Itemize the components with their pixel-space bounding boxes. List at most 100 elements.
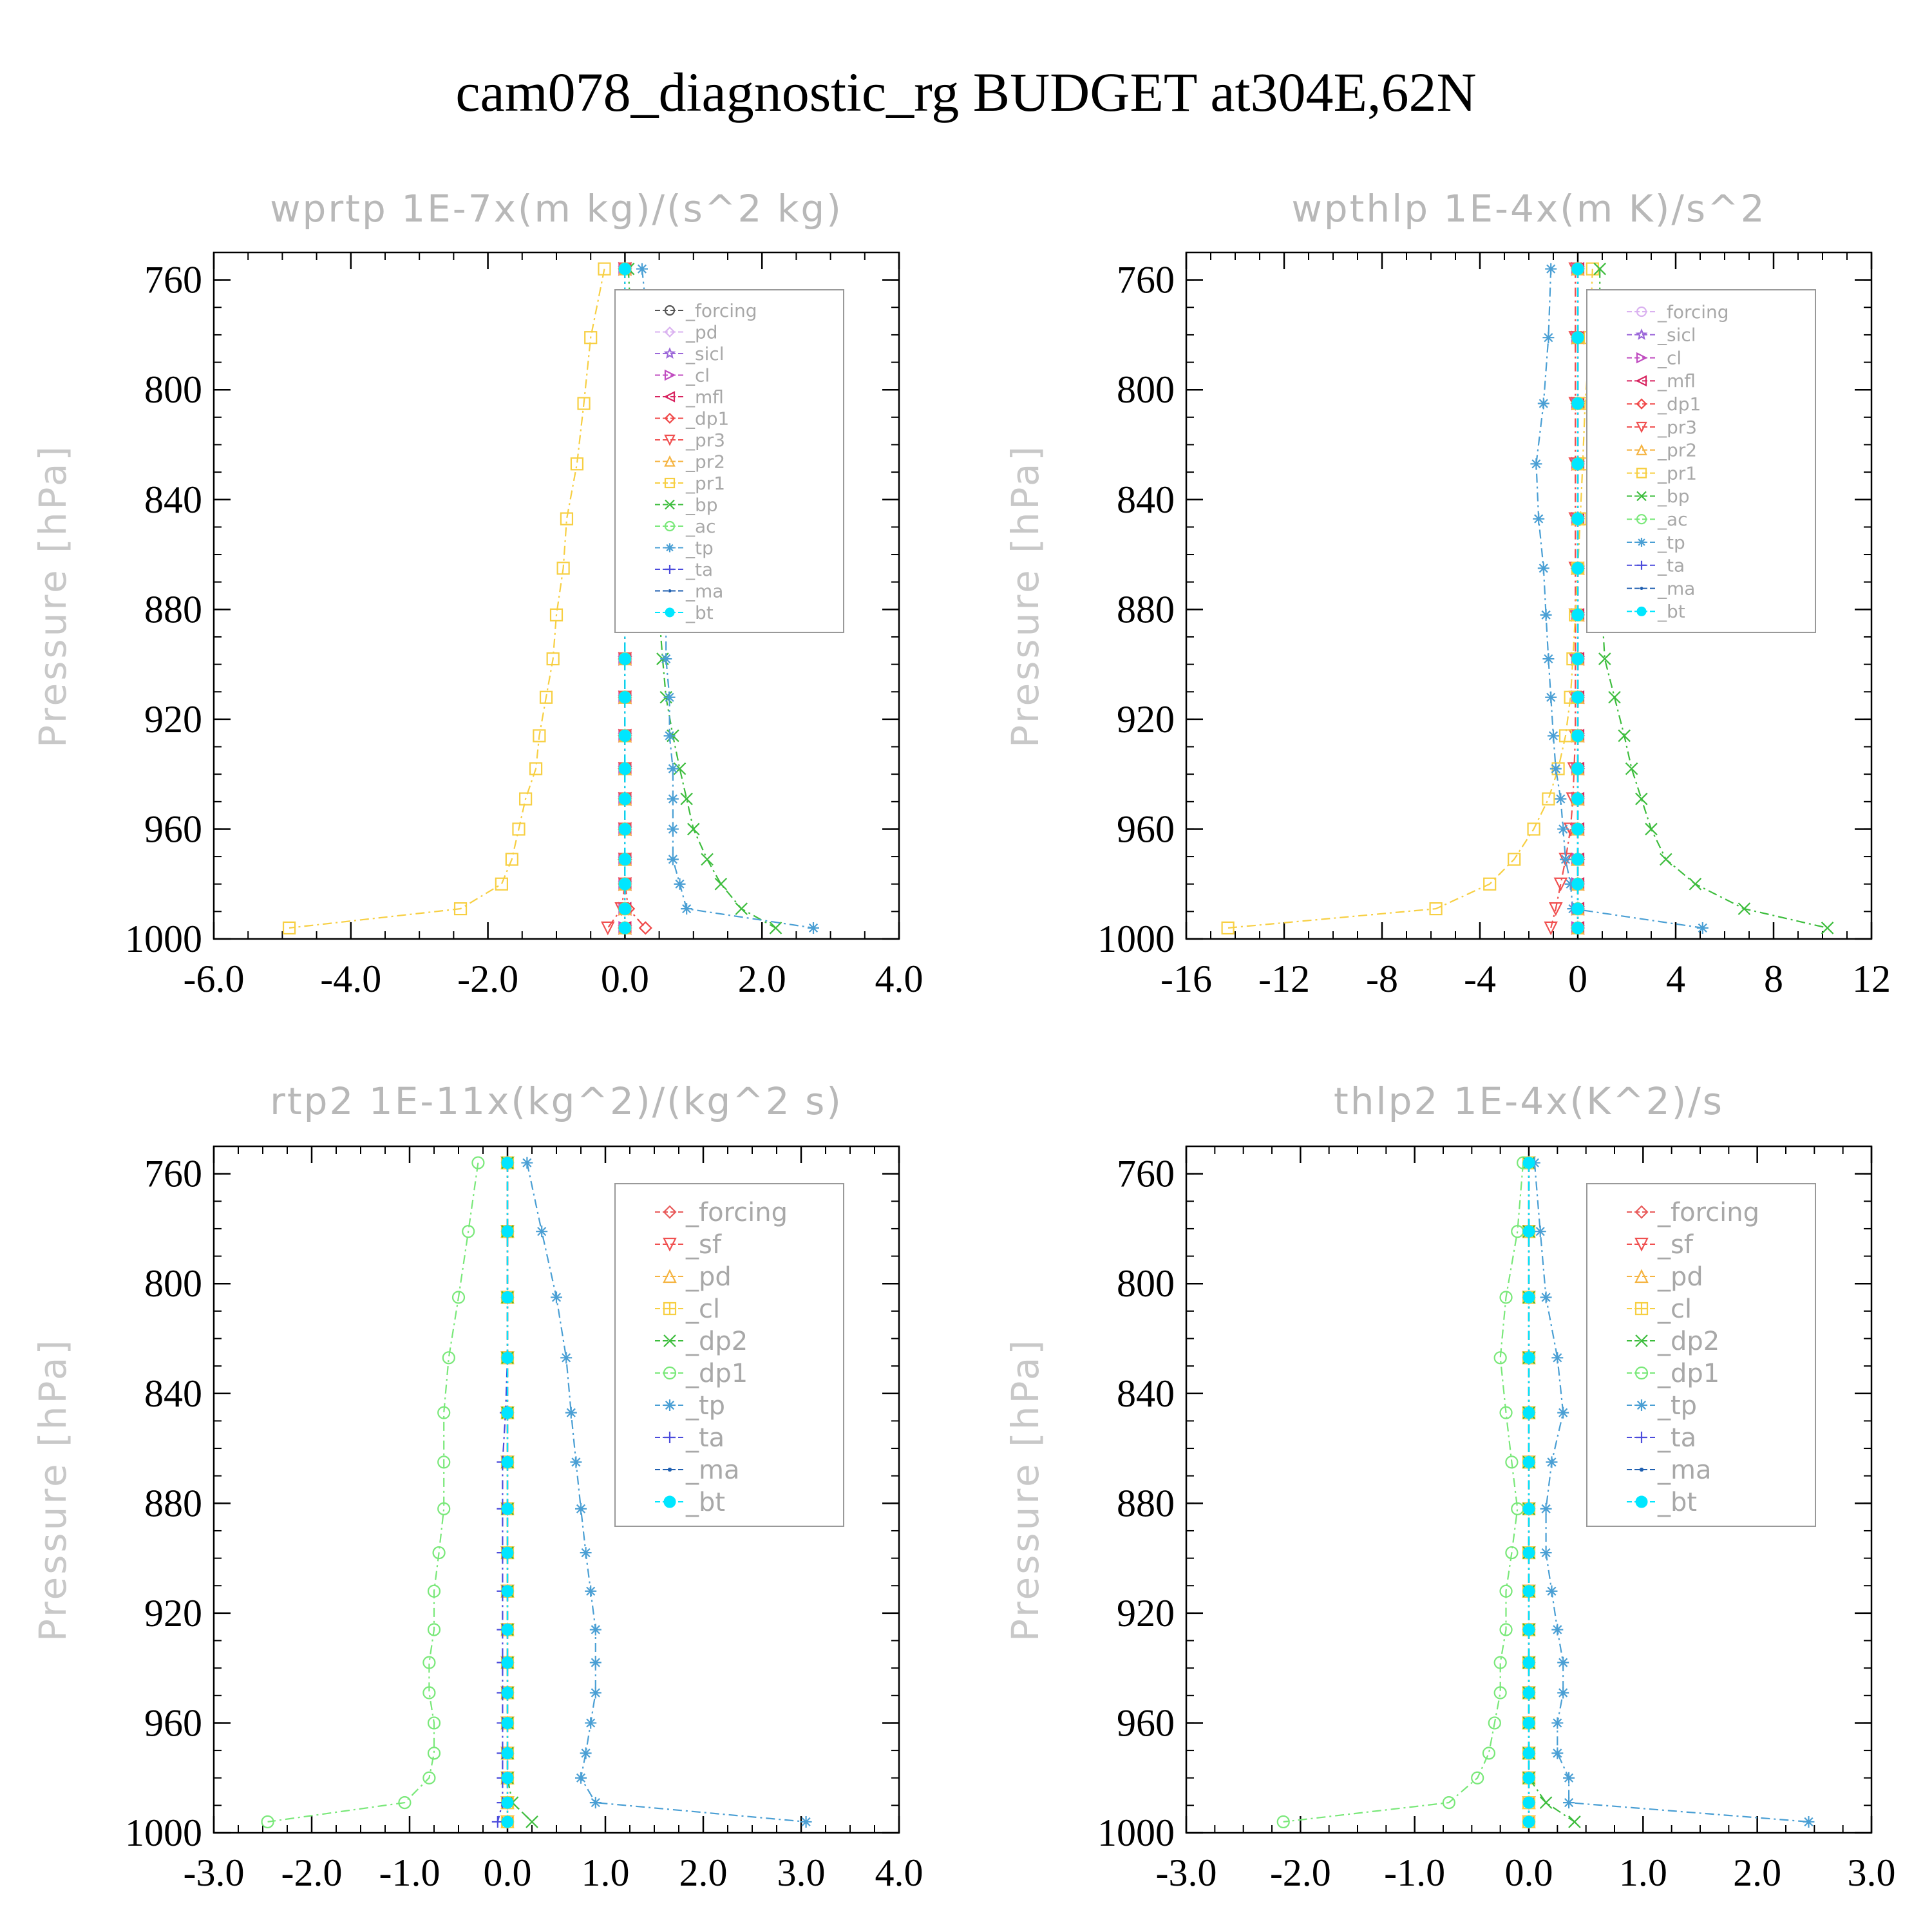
legend-label: _pd: [685, 1262, 732, 1292]
legend-marker: [663, 1269, 677, 1283]
data-point: [501, 1291, 514, 1304]
data-point: [512, 822, 526, 836]
legend-label: _bt: [685, 1488, 725, 1517]
data-point: [1522, 1225, 1535, 1238]
data-point: [427, 1623, 441, 1636]
legend-marker: [664, 369, 676, 381]
data-point: [501, 1747, 514, 1759]
data-point: [1560, 853, 1571, 866]
plot-area: [1276, 1155, 1815, 1830]
data-point: [1586, 262, 1599, 276]
series-bt: [1571, 263, 1584, 934]
x-tick-label: -2.0: [457, 958, 518, 1000]
data-point: [1499, 1291, 1513, 1304]
legend-item: _cl: [655, 365, 710, 386]
data-point: [667, 853, 679, 866]
legend-marker: [1636, 352, 1648, 364]
data-point: [1534, 1226, 1546, 1238]
figure-title: cam078_diagnostic_rg BUDGET at304E,62N: [455, 61, 1476, 123]
legend-item: _bt: [1627, 601, 1685, 622]
legend-label: _cl: [1657, 347, 1681, 368]
data-point: [1522, 1687, 1535, 1700]
legend-item: _tp: [1627, 532, 1685, 553]
data-point: [1553, 877, 1568, 892]
data-point: [667, 793, 679, 805]
data-point: [501, 1623, 514, 1636]
data-point: [261, 1815, 274, 1829]
data-point: [1540, 609, 1552, 621]
data-point: [453, 902, 468, 916]
y-tick-label: 800: [144, 1262, 202, 1305]
data-point: [1571, 652, 1584, 665]
legend-marker: [664, 434, 676, 446]
legend-item: _ta: [655, 1423, 724, 1453]
legend-item: _dp2: [1627, 1327, 1719, 1356]
legend-item: _forcing: [1627, 301, 1729, 323]
data-point: [769, 922, 782, 934]
legend-label: _ma: [685, 580, 723, 601]
legend-item: _dp1: [1627, 1359, 1719, 1388]
legend-box: [614, 289, 844, 633]
x-tick-label: -3.0: [1156, 1852, 1217, 1894]
data-point: [501, 1815, 514, 1828]
data-point: [1499, 1584, 1513, 1598]
data-point: [1540, 1291, 1552, 1303]
legend: _forcing_sicl_cl_mfl_dp1_pr3_pr2_pr1_bp_…: [1586, 289, 1816, 633]
data-point: [1493, 1686, 1507, 1700]
data-point: [501, 1687, 514, 1700]
legend-label: _tp: [685, 1391, 725, 1421]
data-point: [437, 1502, 451, 1515]
data-point: [618, 853, 631, 866]
legend-marker: [664, 520, 676, 532]
legend-item: _dp1: [655, 1359, 748, 1388]
legend-marker: [1636, 1432, 1647, 1443]
chart-panel-1: wprtp 1E-7x(m kg)/(s^2 kg) Pressure [hPa]…: [31, 187, 923, 1000]
legend-label: _pr2: [1657, 440, 1697, 461]
data-point: [427, 1584, 441, 1598]
x-tick-label: 4.0: [875, 958, 923, 1000]
x-tick-label: -4.0: [320, 958, 381, 1000]
x-tick-label: -2.0: [1270, 1852, 1331, 1894]
data-point: [501, 1716, 514, 1729]
legend-label: _mfl: [685, 386, 724, 408]
legend-label: _bp: [685, 494, 718, 515]
y-axis-label: Pressure [hPa]: [1003, 444, 1047, 748]
y-tick-label: 1000: [1097, 918, 1175, 960]
legend-marker: [1636, 421, 1647, 433]
legend-item: _sf: [1627, 1230, 1694, 1260]
legend-label: _forcing: [685, 300, 757, 321]
legend-label: _sf: [685, 1230, 722, 1260]
legend-label: _bt: [1657, 1488, 1697, 1517]
series-line: [267, 1162, 479, 1823]
legend-marker: [664, 455, 676, 467]
legend-item: _tp: [655, 537, 714, 558]
legend-marker: [663, 1205, 677, 1219]
x-tick-label: 1.0: [1619, 1852, 1667, 1894]
legend-marker: [1636, 606, 1647, 616]
data-point: [1493, 1656, 1507, 1669]
legend-label: _forcing: [685, 1198, 788, 1227]
legend-marker: [664, 305, 676, 316]
legend-marker: [1636, 1399, 1647, 1411]
data-point: [1499, 1406, 1513, 1419]
data-point: [1645, 822, 1658, 836]
data-point: [1555, 793, 1567, 805]
data-point: [589, 1656, 601, 1669]
x-tick-label: 1.0: [582, 1852, 630, 1894]
legend-item: _bt: [1627, 1488, 1697, 1517]
data-point: [501, 1455, 514, 1468]
y-tick-label: 920: [144, 1592, 202, 1634]
series-line: [289, 269, 605, 929]
data-point: [1608, 690, 1621, 704]
legend-label: _ta: [685, 559, 713, 580]
x-tick-label: -6.0: [184, 958, 245, 1000]
legend-label: _ma: [685, 1455, 739, 1485]
legend-marker: [1637, 560, 1646, 570]
data-point: [1568, 1815, 1581, 1828]
x-tick-label: 8: [1764, 958, 1783, 1000]
legend-item: _pr2: [655, 451, 725, 472]
data-point: [1696, 922, 1709, 934]
data-point: [667, 823, 679, 835]
legend-label: _ac: [685, 516, 716, 537]
legend-label: _dp1: [1657, 1359, 1719, 1388]
